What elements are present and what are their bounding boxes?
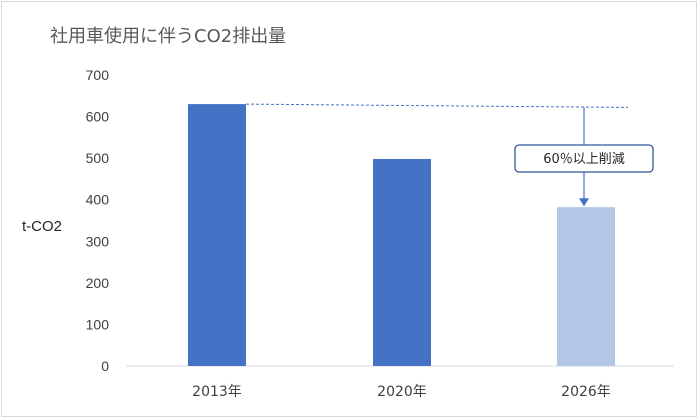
y-tick-label: 0 (101, 358, 109, 374)
y-tick-label: 700 (86, 67, 110, 83)
y-tick-label: 300 (86, 233, 110, 249)
y-tick-labels: 0 100 200 300 400 500 600 700 (86, 67, 110, 374)
y-tick-label: 200 (86, 275, 110, 291)
chart-title: 社用車使用に伴うCO2排出量 (50, 26, 286, 47)
y-tick-label: 600 (86, 109, 110, 125)
reduction-arrow-head (579, 198, 589, 207)
bar (557, 207, 615, 366)
y-tick-label: 500 (86, 150, 110, 166)
bars (188, 104, 615, 366)
category-label: 2013年 (192, 384, 242, 400)
y-tick-label: 400 (86, 192, 110, 208)
reference-dashed-line (245, 103, 629, 108)
reduction-callout-box (514, 144, 654, 173)
reduction-callout-text: 60％以上削減 (543, 151, 625, 167)
bar (373, 158, 431, 366)
category-label: 2026年 (561, 384, 611, 400)
y-tick-label: 100 (86, 316, 110, 332)
category-labels: 2013年 2020年 2026年 (192, 384, 611, 400)
bar (188, 104, 246, 366)
y-axis-label: t-CO2 (22, 218, 62, 235)
category-label: 2020年 (377, 384, 427, 400)
